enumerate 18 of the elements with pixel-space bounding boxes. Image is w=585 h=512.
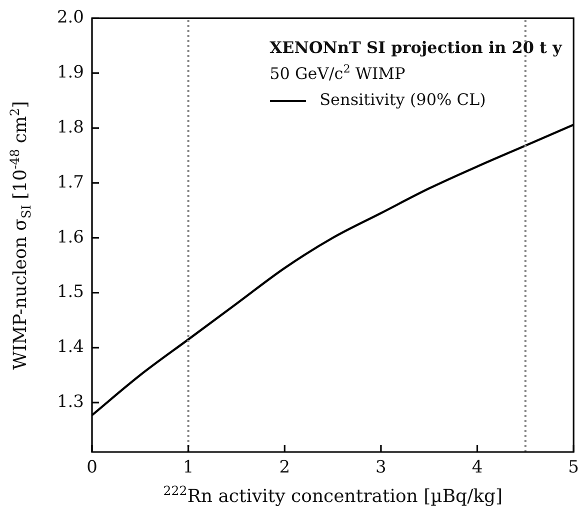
legend-title: XENONnT SI projection in 20 t y	[270, 38, 562, 58]
x-tick-label: 3	[376, 458, 386, 478]
y-tick-label: 1.9	[56, 62, 84, 83]
annotation: 50 GeV/c$^{2}$ WIMP	[270, 62, 406, 84]
legend-label: Sensitivity (90% CL)	[318, 90, 486, 110]
x-tick-label: 0	[86, 458, 98, 478]
y-tick-label: 1.3	[56, 392, 84, 412]
x-tick-label: 4	[472, 458, 483, 478]
y-tick-label: 1.4	[56, 337, 84, 358]
y-tick-label: 1.8	[56, 117, 84, 138]
x-tick-label: 1	[182, 458, 194, 478]
y-tick-label: 1.5	[56, 282, 84, 302]
y-tick-label: 1.7	[56, 172, 84, 192]
y-tick-label: 1.6	[56, 227, 84, 248]
x-axis-title: $^{222}$Rn activity concentration [µBq/kg]	[163, 483, 503, 507]
x-tick-label: 5	[568, 458, 580, 478]
y-tick-label: 2.0	[56, 8, 84, 28]
x-tick-label: 2	[279, 458, 290, 478]
